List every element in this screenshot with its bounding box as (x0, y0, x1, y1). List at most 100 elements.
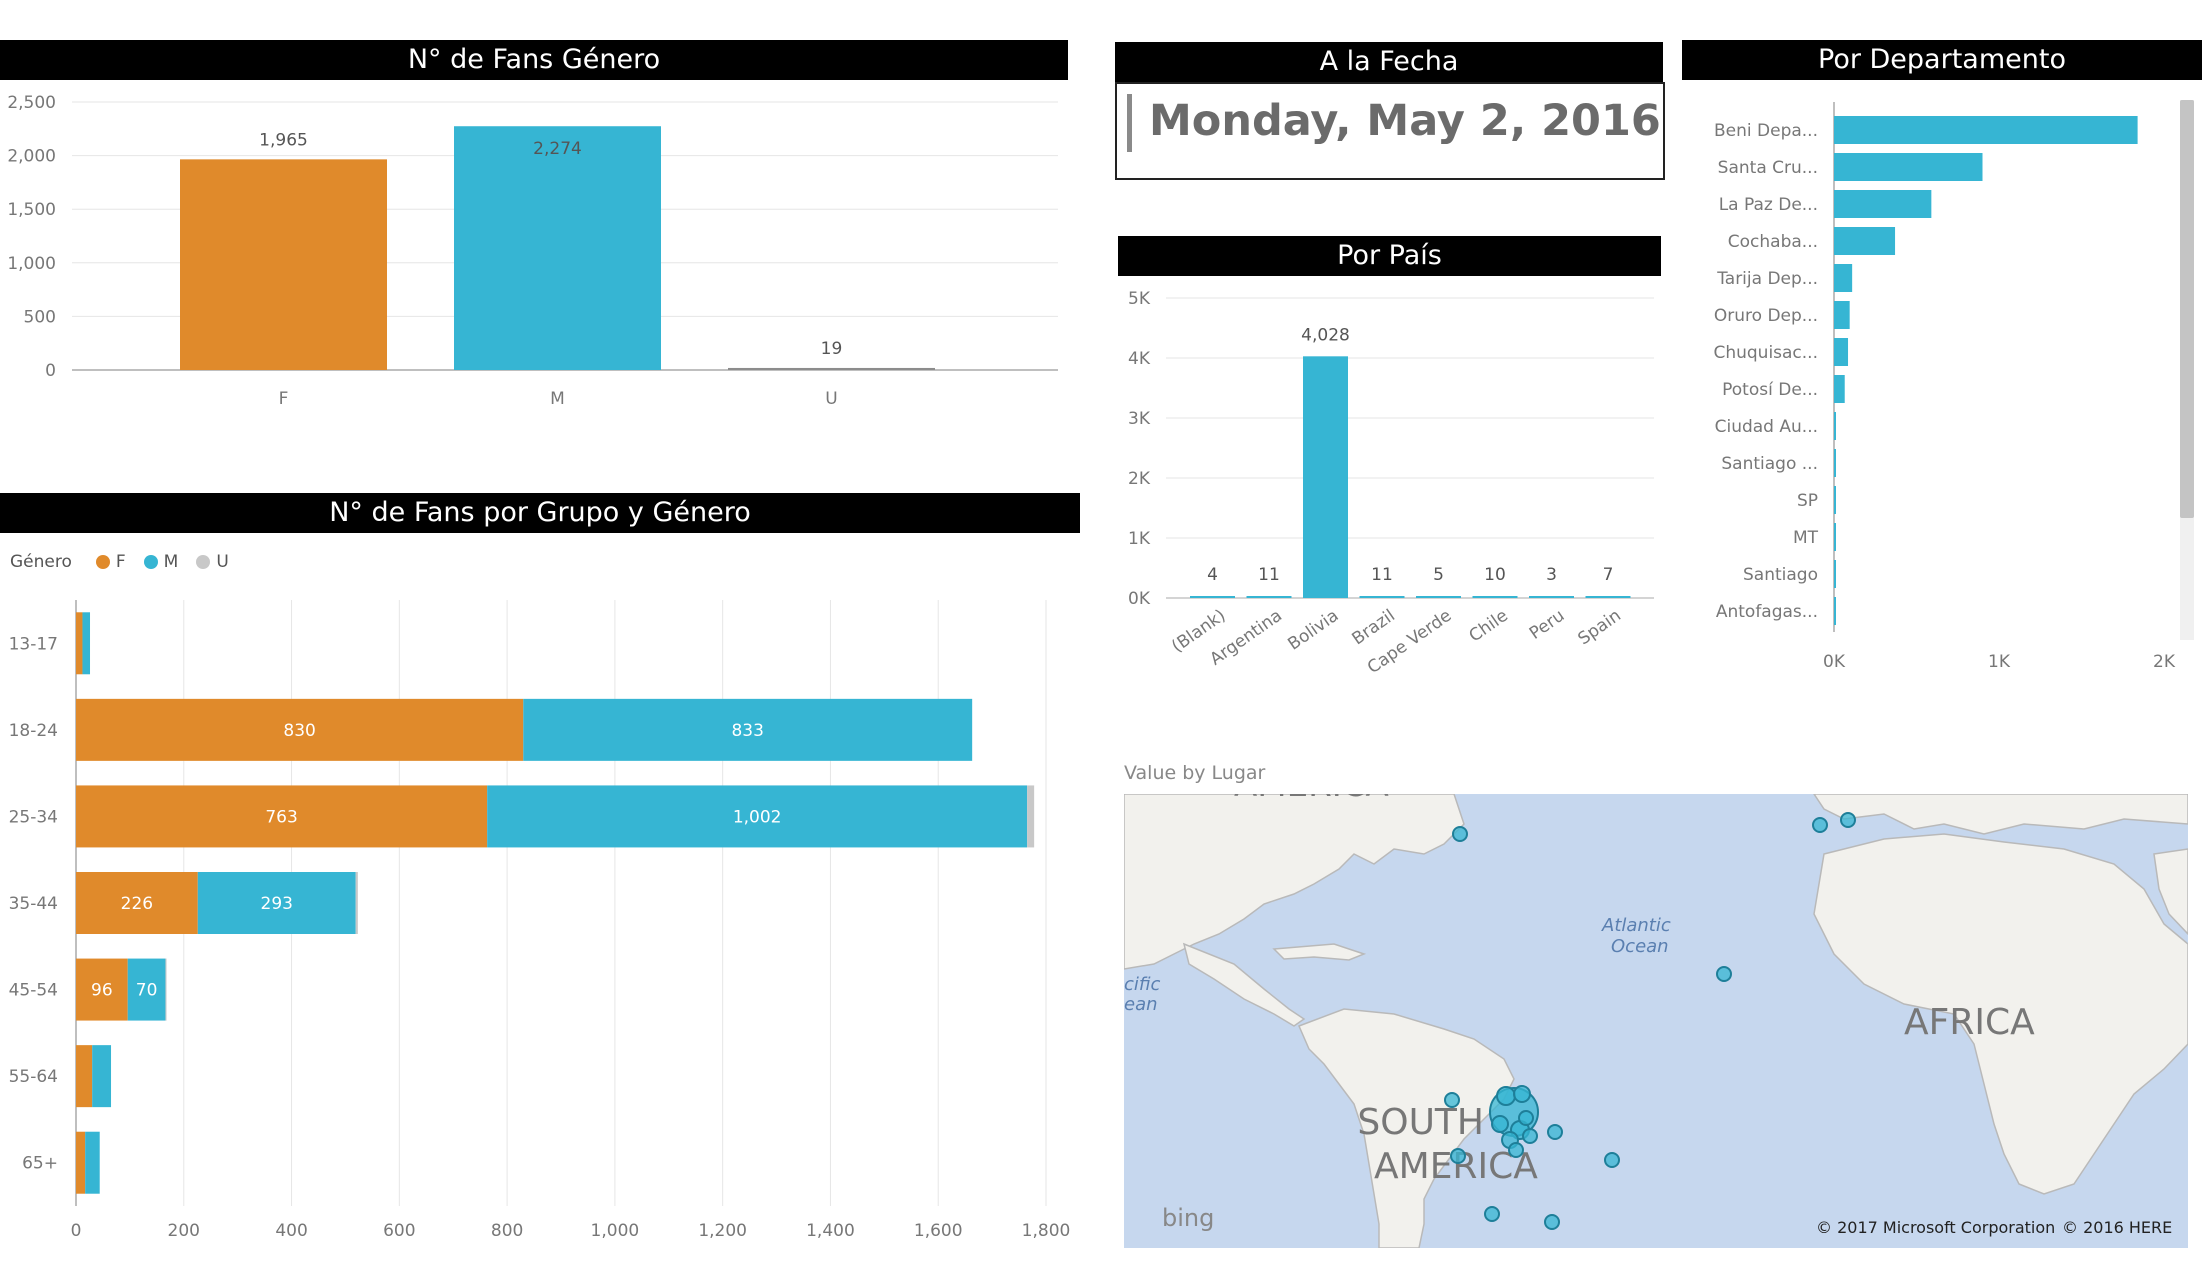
bar-Santiago[interactable] (1834, 560, 1836, 588)
bar-Antofagas...[interactable] (1834, 597, 1836, 625)
bar-45-54-F[interactable] (76, 958, 128, 1021)
y-tick-label: 2K (1128, 469, 1151, 489)
bar-Cape Verde[interactable] (1416, 596, 1461, 598)
map[interactable]: AMERICA Atlantic Ocean cific ean AFRICA … (1124, 794, 2188, 1248)
bar-35-44-M[interactable] (197, 872, 356, 934)
data-label: 11 (1258, 565, 1280, 585)
country-bar-chart[interactable]: 0K1K2K3K4K5K4(Blank)11Argentina4,028Boli… (1118, 280, 1678, 680)
x-tick-label: Bolivia (1284, 606, 1342, 655)
bar-13-17-M[interactable] (82, 612, 91, 675)
map-bubble[interactable] (1812, 817, 1828, 833)
bar-Bolivia[interactable] (1303, 356, 1348, 598)
map-copyright-2: © 2016 HERE (2062, 1218, 2172, 1237)
bar-Ciudad Au...[interactable] (1834, 412, 1836, 440)
bar-La Paz De...[interactable] (1834, 190, 1932, 218)
map-bubbles[interactable] (1444, 812, 1856, 1230)
y-tick-label: 3K (1128, 409, 1151, 429)
date-card-title: A la Fecha (1115, 42, 1663, 82)
bar-Argentina[interactable] (1246, 596, 1292, 598)
map-bubble[interactable] (1518, 1110, 1534, 1126)
bar-U[interactable] (728, 367, 935, 370)
bar-18-24-F[interactable] (76, 698, 524, 761)
x-tick-label: 2K (2153, 652, 2176, 672)
x-tick-label: 0K (1823, 652, 1846, 672)
country-chart-title: Por País (1118, 236, 1661, 276)
bar-25-34-F[interactable] (76, 785, 488, 848)
x-tick-label: 600 (383, 1221, 415, 1241)
map-bubble[interactable] (1716, 966, 1732, 982)
map-bubble[interactable] (1522, 1128, 1538, 1144)
y-tick-label: Antofagas... (1716, 602, 1818, 622)
x-tick-label: U (825, 389, 837, 409)
map-bubble[interactable] (1840, 812, 1856, 828)
scrollbar-thumb[interactable] (2180, 100, 2194, 518)
bar-(Blank)[interactable] (1190, 596, 1235, 598)
bar-45-54-M[interactable] (127, 958, 166, 1021)
bar-F[interactable] (180, 159, 387, 370)
bar-35-44-U[interactable] (355, 872, 358, 934)
map-bubble[interactable] (1604, 1152, 1620, 1168)
map-label-north-america: AMERICA (1234, 794, 1389, 805)
x-tick-label: M (550, 389, 565, 409)
data-label: 5 (1433, 565, 1444, 585)
legend-dot-f (95, 555, 110, 569)
bar-18-24-M[interactable] (523, 698, 973, 761)
bar-55-64-F[interactable] (76, 1045, 93, 1108)
bar-65+-F[interactable] (76, 1131, 86, 1194)
dept-bar-chart[interactable]: 0K 1K 2K Beni Depa... Santa Cru... La Paz De.… (1682, 96, 2202, 676)
bar-65+-M[interactable] (85, 1131, 100, 1194)
bar-45-54-U[interactable] (165, 958, 167, 1021)
bar-MT[interactable] (1834, 523, 1836, 551)
bar-Chuquisac...[interactable] (1834, 338, 1849, 366)
y-tick-label: 13-17 (9, 634, 58, 654)
bar-Brazil[interactable] (1359, 596, 1405, 598)
map-bubble[interactable] (1452, 826, 1468, 842)
group-stacked-bar-chart[interactable]: 0 200 400 600 800 1,000 1,200 1,400 1,600 1,800 13… (0, 590, 1090, 1250)
x-tick-label: 0 (71, 1221, 82, 1241)
x-tick-label: 1,000 (591, 1221, 640, 1241)
bar-Potosí De...[interactable] (1834, 375, 1845, 403)
map-bubble[interactable] (1547, 1124, 1563, 1140)
data-label: 4 (1207, 565, 1218, 585)
map-bubble[interactable] (1444, 1092, 1460, 1108)
legend-dot-m (143, 555, 158, 569)
central-america-land (1182, 942, 1306, 1027)
bar-Peru[interactable] (1529, 596, 1574, 598)
bar-Chile[interactable] (1472, 596, 1518, 598)
bar-55-64-M[interactable] (92, 1045, 112, 1108)
bar-Santa Cru...[interactable] (1834, 153, 1983, 181)
map-bubble[interactable] (1508, 1142, 1524, 1158)
date-card-accent (1127, 94, 1132, 152)
y-tick-label: 0K (1128, 589, 1151, 609)
bar-Oruro Dep...[interactable] (1834, 301, 1850, 329)
y-tick-label: 18-24 (9, 721, 58, 741)
bar-25-34-U[interactable] (1027, 785, 1035, 848)
y-tick-label: 45-54 (9, 981, 58, 1001)
date-card-value: Monday, May 2, 2016 (1149, 96, 1661, 146)
map-bubble[interactable] (1496, 1086, 1516, 1106)
bar-Beni Depa...[interactable] (1834, 116, 2138, 144)
data-label: 2,274 (533, 139, 582, 159)
bar-35-44-F[interactable] (76, 872, 198, 934)
map-label-africa: AFRICA (1904, 1002, 2035, 1043)
gender-bar-chart[interactable]: 0 500 1,000 1,500 2,000 2,500 1,965 F 2,274 M 19 U (0, 84, 1070, 424)
bar-13-17-F[interactable] (76, 612, 83, 675)
data-label: 10 (1484, 565, 1506, 585)
bar-SP[interactable] (1834, 486, 1836, 514)
y-tick-label: Cochaba... (1728, 232, 1818, 252)
map-bubble[interactable] (1544, 1214, 1560, 1230)
map-bubble[interactable] (1513, 1085, 1531, 1103)
legend-label-u: U (216, 552, 229, 572)
bar-Spain[interactable] (1585, 596, 1631, 598)
dept-chart-title: Por Departamento (1682, 40, 2202, 80)
map-bubble[interactable] (1450, 1148, 1466, 1164)
data-label: 96 (91, 981, 113, 1001)
map-canvas[interactable]: AMERICA Atlantic Ocean cific ean AFRICA … (1124, 794, 2188, 1248)
bar-25-34-M[interactable] (487, 785, 1028, 848)
map-bubble[interactable] (1484, 1206, 1500, 1222)
bar-Santiago ...[interactable] (1834, 449, 1836, 477)
map-bubble[interactable] (1491, 1115, 1509, 1133)
bar-Cochaba...[interactable] (1834, 227, 1896, 255)
bar-Tarija Dep...[interactable] (1834, 264, 1853, 292)
bar-M[interactable] (454, 126, 661, 370)
